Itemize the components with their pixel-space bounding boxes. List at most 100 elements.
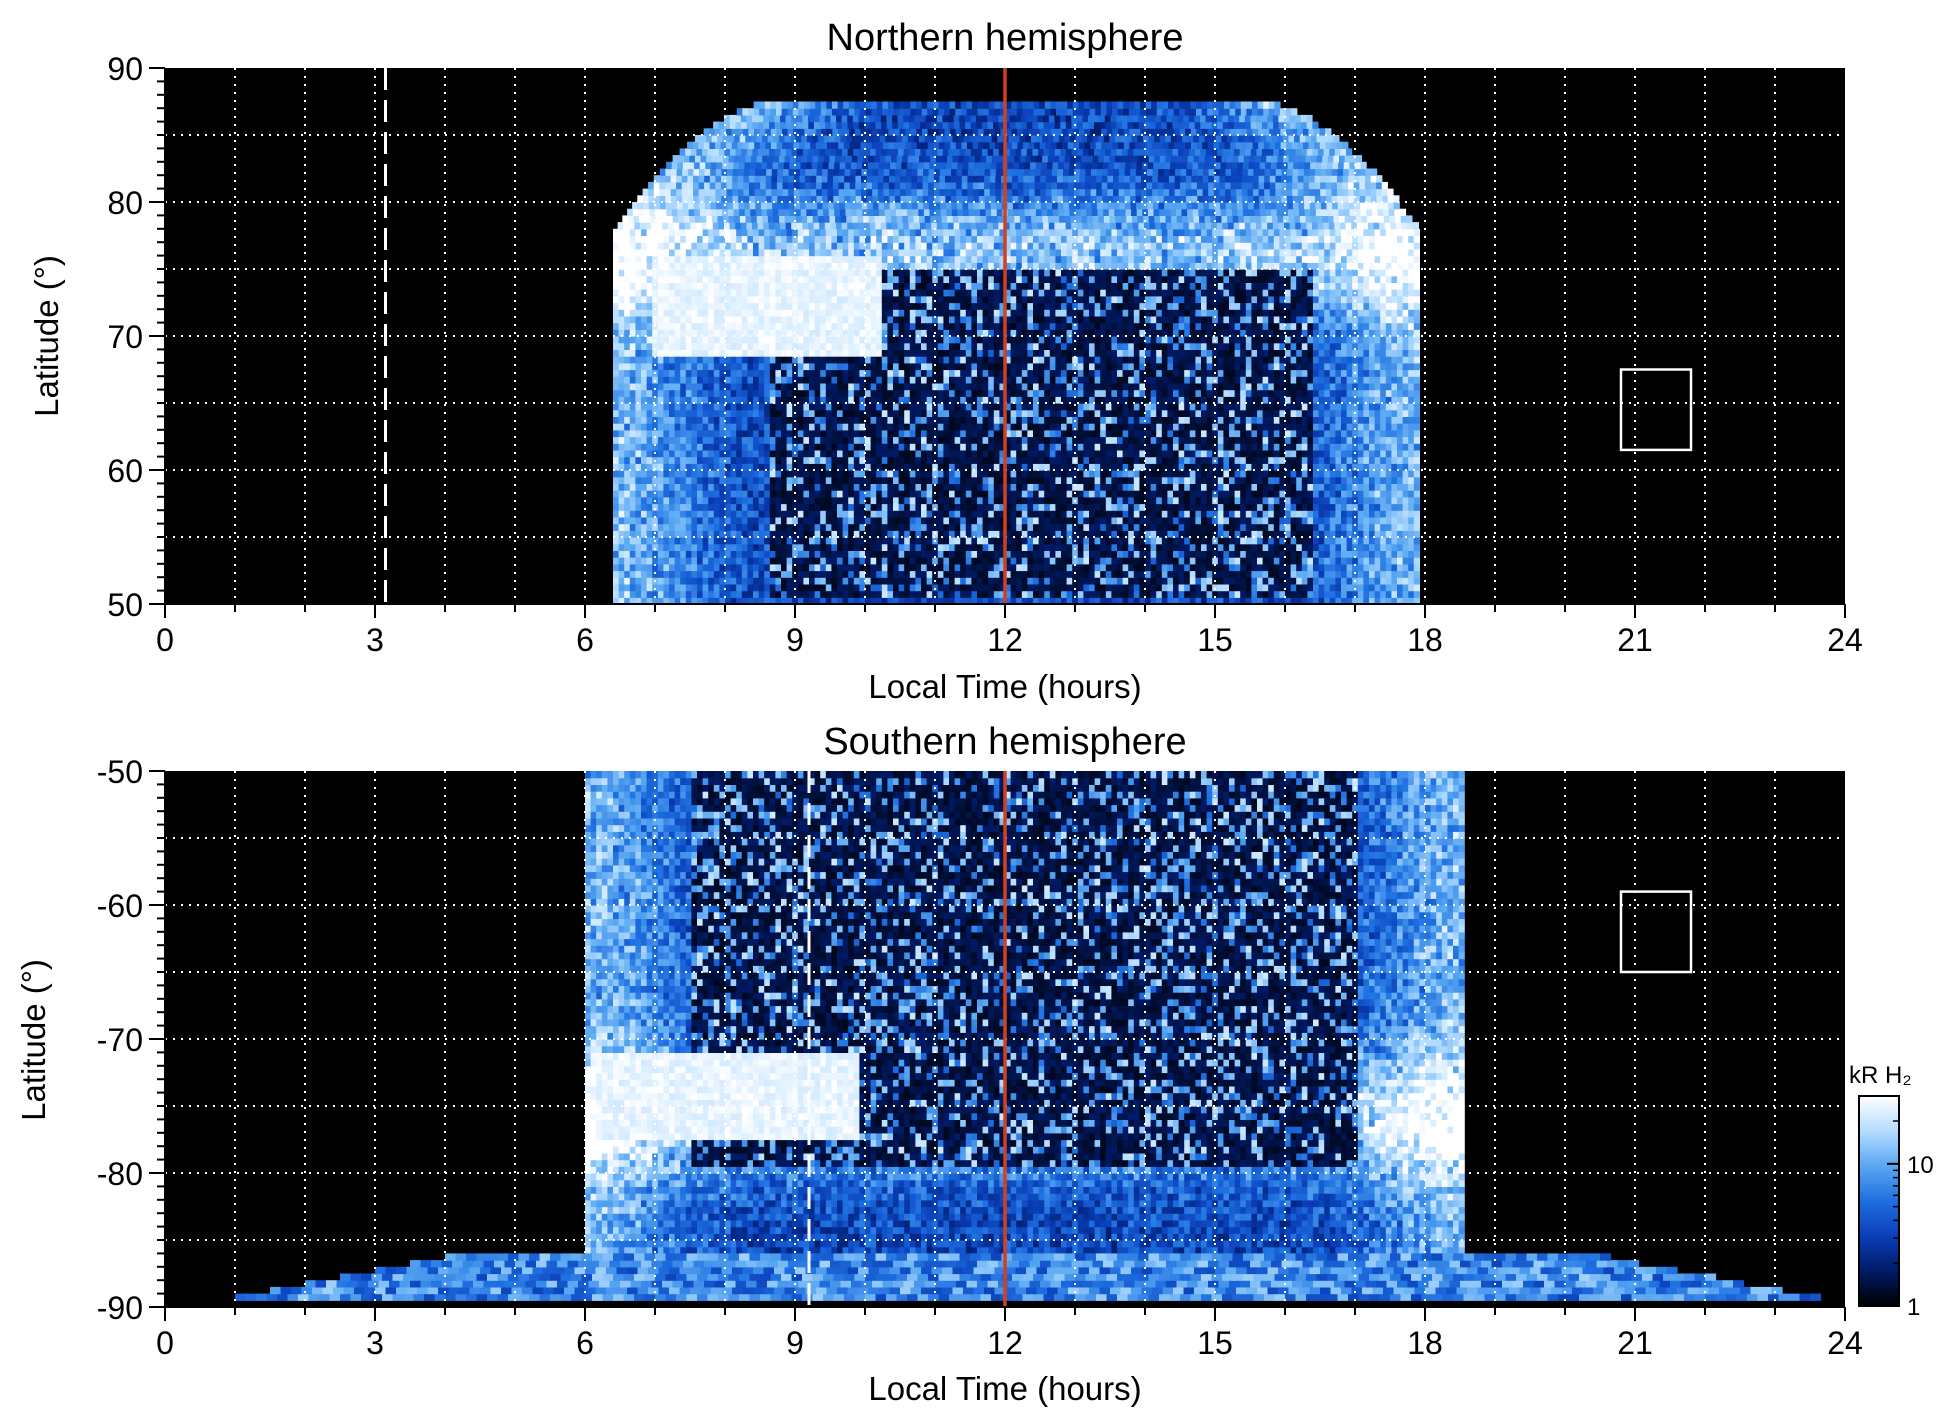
emission-cell: [1240, 403, 1247, 411]
emission-cell: [1240, 389, 1247, 397]
emission-cell: [1044, 496, 1051, 505]
emission-cell: [1296, 563, 1303, 572]
emission-cell: [1352, 557, 1359, 565]
emission-cell: [646, 597, 653, 604]
emission-cell: [1133, 563, 1140, 572]
emission-cell: [1049, 403, 1056, 411]
emission-cell: [1139, 449, 1146, 458]
emission-cell: [988, 523, 995, 531]
emission-cell: [641, 496, 648, 505]
emission-cell: [859, 516, 866, 525]
emission-cell: [1307, 543, 1314, 551]
emission-cell: [943, 483, 950, 491]
emission-cell: [1173, 456, 1180, 464]
emission-cell: [887, 476, 894, 484]
emission-cell: [786, 550, 793, 558]
emission-cell: [1167, 590, 1174, 598]
emission-cell: [971, 403, 978, 411]
emission-cell: [1055, 496, 1062, 505]
emission-cell: [786, 577, 793, 585]
emission-cell: [691, 449, 698, 458]
emission-cell: [1279, 510, 1286, 518]
emission-cell: [1357, 389, 1364, 397]
emission-cell: [753, 496, 760, 505]
emission-cell: [820, 382, 827, 391]
emission-cell: [1049, 563, 1056, 572]
emission-cell: [982, 530, 989, 538]
emission-cell: [1027, 563, 1034, 572]
emission-cell: [1184, 583, 1191, 592]
emission-cell: [1234, 429, 1241, 438]
emission-cell: [1178, 570, 1185, 578]
emission-cell: [909, 563, 916, 572]
emission-cell: [1341, 557, 1348, 565]
emission-cell: [993, 590, 1000, 598]
emission-cell: [960, 369, 967, 377]
emission-cell: [960, 483, 967, 491]
emission-cell: [1397, 496, 1404, 505]
emission-cell: [993, 470, 1000, 478]
emission-cell: [876, 456, 883, 464]
emission-cell: [657, 516, 664, 525]
emission-cell: [1324, 470, 1331, 478]
emission-cell: [915, 577, 922, 585]
emission-cell: [781, 503, 788, 511]
emission-cell: [769, 583, 776, 592]
emission-cell: [825, 409, 832, 417]
emission-cell: [1156, 376, 1163, 384]
emission-cell: [1290, 403, 1297, 411]
emission-cell: [1156, 530, 1163, 538]
emission-cell: [1357, 436, 1364, 444]
emission-cell: [1206, 590, 1213, 598]
emission-cell: [769, 570, 776, 578]
emission-cell: [1010, 396, 1017, 404]
emission-cell: [825, 483, 832, 491]
emission-cell: [1055, 463, 1062, 471]
emission-cell: [719, 416, 726, 424]
emission-cell: [635, 403, 642, 411]
emission-cell: [747, 483, 754, 491]
emission-cell: [713, 376, 720, 384]
emission-cell: [881, 516, 888, 525]
emission-cell: [1094, 409, 1101, 417]
emission-cell: [1290, 470, 1297, 478]
emission-cell: [618, 443, 625, 451]
emission-cell: [1413, 490, 1420, 498]
emission-cell: [842, 523, 849, 531]
emission-cell: [943, 403, 950, 411]
emission-cell: [943, 570, 950, 578]
emission-cell: [842, 449, 849, 458]
emission-cell: [646, 490, 653, 498]
emission-cell: [1229, 396, 1236, 404]
emission-cell: [736, 530, 743, 538]
emission-cell: [1010, 550, 1017, 558]
emission-cell: [663, 382, 670, 391]
emission-cell: [702, 416, 709, 424]
emission-cell: [1346, 516, 1353, 525]
emission-cell: [1077, 443, 1084, 451]
emission-cell: [635, 416, 642, 424]
emission-cell: [988, 597, 995, 604]
emission-cell: [747, 396, 754, 404]
emission-cell: [792, 403, 799, 411]
emission-cell: [725, 523, 732, 531]
emission-cell: [1391, 389, 1398, 397]
emission-cell: [982, 496, 989, 505]
emission-cell: [1184, 510, 1191, 518]
emission-cell: [1150, 436, 1157, 444]
emission-cell: [1094, 443, 1101, 451]
emission-cell: [999, 550, 1006, 558]
emission-cell: [803, 423, 810, 431]
emission-cell: [1156, 470, 1163, 478]
emission-cell: [618, 456, 625, 464]
emission-cell: [1380, 563, 1387, 572]
emission-cell: [971, 409, 978, 417]
emission-cell: [753, 476, 760, 484]
emission-cell: [1313, 456, 1320, 464]
emission-cell: [1369, 463, 1376, 471]
emission-cell: [1285, 563, 1292, 572]
emission-cell: [775, 550, 782, 558]
emission-cell: [753, 570, 760, 578]
emission-cell: [736, 403, 743, 411]
emission-cell: [1251, 530, 1258, 538]
